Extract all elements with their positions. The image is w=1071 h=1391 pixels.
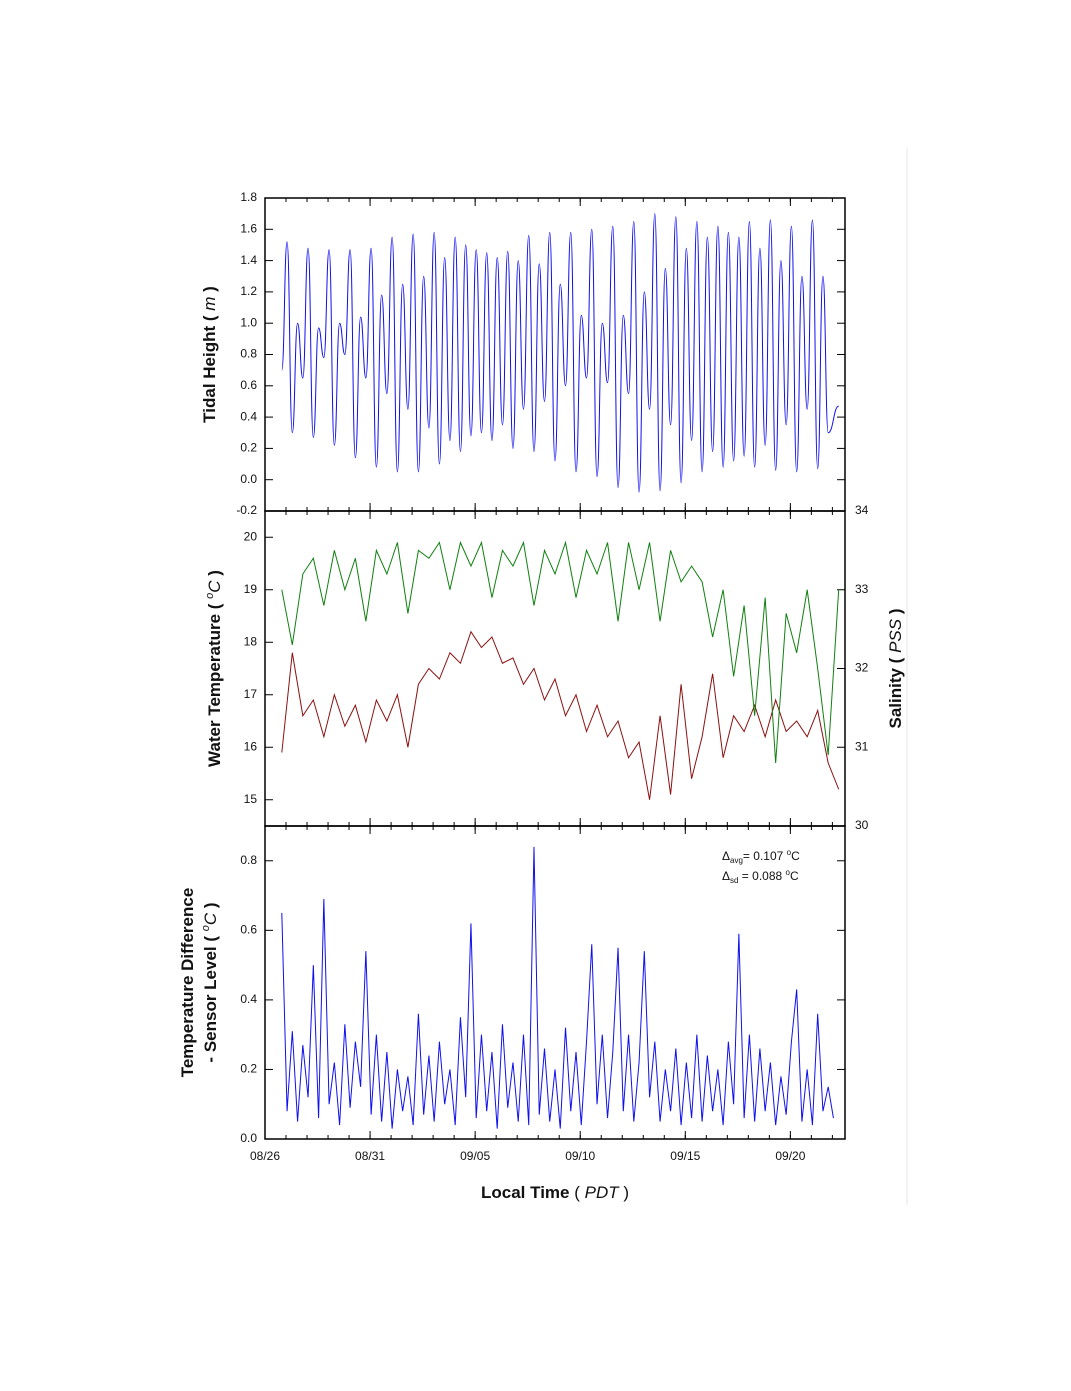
- annotation-part: sd: [730, 876, 738, 885]
- annotation-part: avg: [730, 856, 743, 865]
- label-part: m: [200, 297, 219, 311]
- label-part: - Sensor Level (: [201, 931, 220, 1062]
- y-axis-label: Temperature Difference: [178, 888, 197, 1078]
- y2-tick-label: 31: [855, 739, 869, 753]
- label-part: o: [200, 925, 212, 931]
- y2-axis-label: Salinity ( PSS ): [886, 609, 905, 729]
- label-part: o: [204, 593, 216, 599]
- y2-tick-label: 33: [855, 582, 869, 596]
- y-axis-label: - Sensor Level ( oC ): [200, 902, 220, 1062]
- y-tick-label: 19: [244, 582, 258, 596]
- y-tick-label: 0.0: [240, 472, 257, 486]
- annotation-part: Δ: [722, 849, 730, 863]
- y-tick-label: 17: [244, 687, 258, 701]
- data-line: [281, 846, 834, 1129]
- annotation-part: C: [790, 869, 799, 883]
- data-line: [281, 540, 840, 764]
- x-axis-label: Local Time ( PDT ): [481, 1183, 629, 1202]
- plot-frame: [264, 825, 846, 1140]
- y2-tick-label: 32: [855, 661, 869, 675]
- y-axis-label: Tidal Height ( m ): [200, 286, 219, 423]
- label-part: PSS: [886, 618, 905, 653]
- y-tick-label: 0.6: [240, 923, 257, 937]
- y-tick-label: 15: [244, 792, 258, 806]
- y-tick-label: 0.8: [240, 853, 257, 867]
- label-part: ): [619, 1183, 629, 1202]
- label-part: C: [201, 912, 220, 925]
- y-tick-label: 0.2: [240, 1062, 257, 1076]
- x-tick-label: 08/26: [250, 1149, 280, 1163]
- label-part: Tidal Height (: [200, 311, 219, 423]
- y-tick-label: 20: [244, 529, 258, 543]
- y-tick-label: 0.2: [240, 441, 257, 455]
- x-tick-label: 09/15: [670, 1149, 700, 1163]
- y-tick-label: 1.2: [240, 284, 257, 298]
- data-line: [281, 630, 840, 800]
- y-tick-label: 0.4: [240, 992, 257, 1006]
- annotation-part: o: [786, 868, 791, 877]
- y-tick-label: 0.8: [240, 347, 257, 361]
- data-line: [281, 213, 839, 493]
- annotation-part: o: [787, 848, 792, 857]
- x-tick-label: 09/20: [775, 1149, 805, 1163]
- y-tick-label: 0.6: [240, 378, 257, 392]
- label-part: ): [205, 570, 224, 580]
- x-tick-label: 09/05: [460, 1149, 490, 1163]
- y-tick-label: 16: [244, 739, 258, 753]
- x-tick-label: 09/10: [565, 1149, 595, 1163]
- annotation-part: = 0.088: [738, 869, 785, 883]
- label-part: Temperature Difference: [178, 888, 197, 1078]
- annotation-part: Δ: [722, 869, 730, 883]
- label-part: ): [201, 902, 220, 912]
- plot-frame: [264, 510, 846, 827]
- y-tick-label: 1.6: [240, 221, 257, 235]
- y-tick-label: 1.8: [240, 190, 257, 204]
- label-part: C: [205, 580, 224, 593]
- annotation: Δavg= 0.107 oC: [722, 848, 800, 865]
- label-part: Salinity (: [886, 653, 905, 729]
- label-part: Water Temperature (: [205, 599, 224, 767]
- y-axis-label: Water Temperature ( oC ): [204, 570, 224, 767]
- annotation-part: = 0.107: [743, 849, 787, 863]
- label-part: ): [886, 609, 905, 619]
- label-part: Local Time: [481, 1183, 574, 1202]
- y-tick-label: -0.2: [236, 503, 257, 517]
- label-part: (: [574, 1183, 584, 1202]
- y2-tick-label: 30: [855, 818, 869, 832]
- y2-tick-label: 34: [855, 503, 869, 517]
- annotation: Δsd = 0.088 oC: [722, 868, 799, 885]
- y-tick-label: 18: [244, 634, 258, 648]
- label-part: PDT: [585, 1183, 621, 1202]
- y-tick-label: 0.4: [240, 409, 257, 423]
- y-tick-label: 1.4: [240, 253, 257, 267]
- y-tick-label: 0.0: [240, 1131, 257, 1145]
- y-tick-label: 1.0: [240, 315, 257, 329]
- annotation-part: C: [791, 849, 800, 863]
- plot-frame: [264, 197, 846, 512]
- label-part: ): [200, 286, 219, 296]
- x-tick-label: 08/31: [355, 1149, 385, 1163]
